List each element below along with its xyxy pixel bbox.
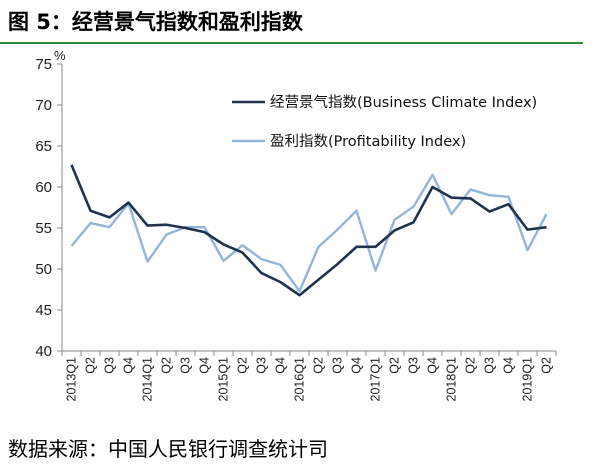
y-tick-label: 45	[35, 302, 52, 319]
y-tick-label: 75	[35, 56, 52, 73]
y-axis-unit: %	[54, 48, 66, 63]
x-tick-label: 2016Q1	[293, 357, 307, 402]
x-tick-label: Q4	[350, 357, 364, 374]
y-tick-label: 65	[35, 138, 52, 155]
x-tick-label: 2013Q1	[65, 357, 79, 402]
x-tick-label: 2018Q1	[445, 357, 459, 402]
legend-label: 盈利指数(Profitability Index)	[270, 133, 466, 150]
y-tick-label: 70	[35, 97, 52, 114]
x-tick-label: Q3	[103, 357, 117, 374]
y-tick-label: 60	[35, 179, 52, 196]
x-tick-label: 2017Q1	[369, 357, 383, 402]
figure-title: 图 5：经营景气指数和盈利指数	[8, 10, 303, 34]
x-tick-label: Q4	[122, 357, 136, 374]
title-divider	[0, 42, 583, 44]
x-tick-label: Q3	[407, 357, 421, 374]
line-chart: 40 45 50 55 60 65 70 75% 2013Q1 Q2 Q3 Q4 2014Q1 Q2 Q3…	[35, 48, 557, 402]
x-tick-label: Q4	[426, 357, 440, 374]
x-tick-label: Q2	[540, 357, 554, 374]
x-tick-label: Q2	[388, 357, 402, 374]
x-tick-label: Q3	[331, 357, 345, 374]
y-axis-ticks: 40 45 50 55 60 65 70 75%	[35, 48, 66, 360]
x-tick-label: Q4	[274, 357, 288, 374]
series-line-profitability	[70, 173, 548, 293]
legend-label: 经营景气指数(Business Climate Index)	[270, 94, 537, 111]
x-axis-ticks: 2013Q1 Q2 Q3 Q4 2014Q1 Q2 Q3 Q4 2015Q1 Q2 Q3 Q4 2016…	[61, 351, 557, 402]
y-tick-label: 50	[35, 261, 52, 278]
x-tick-label: Q2	[160, 357, 174, 374]
x-tick-label: 2014Q1	[141, 357, 155, 402]
x-tick-label: Q4	[198, 357, 212, 374]
x-tick-label: Q3	[179, 357, 193, 374]
x-tick-label: Q2	[464, 357, 478, 374]
x-tick-label: Q2	[236, 357, 250, 374]
x-tick-label: Q3	[483, 357, 497, 374]
x-tick-label: 2019Q1	[521, 357, 535, 402]
x-tick-label: Q2	[84, 357, 98, 374]
x-tick-label: Q4	[502, 357, 516, 374]
x-tick-label: 2015Q1	[217, 357, 231, 402]
x-tick-label: Q2	[312, 357, 326, 374]
x-tick-label: Q3	[255, 357, 269, 374]
y-tick-label: 55	[35, 220, 52, 237]
y-tick-label: 40	[35, 343, 52, 360]
legend: 经营景气指数(Business Climate Index) 盈利指数(Profi…	[232, 94, 537, 150]
series-line-business-climate	[70, 164, 547, 297]
source-note: 数据来源：中国人民银行调查统计司	[8, 437, 328, 461]
series-layer	[70, 164, 548, 297]
